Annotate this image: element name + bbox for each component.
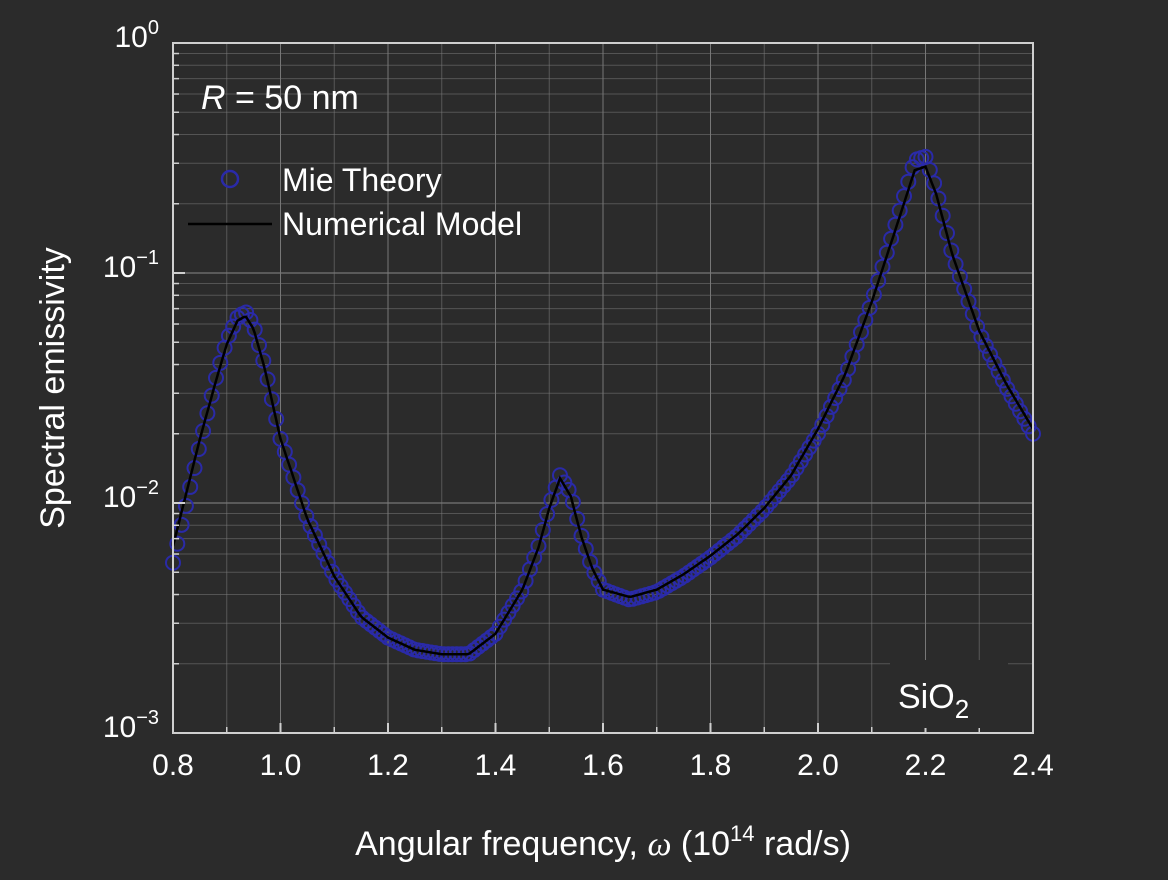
mie-theory-point (939, 225, 955, 242)
x-tick-label: 1.0 (260, 749, 302, 782)
mie-theory-point (319, 554, 336, 571)
mie-theory-point (534, 522, 551, 539)
mie-theory-point (306, 527, 323, 544)
mie-theory-point (315, 545, 332, 562)
numerical-model-line (171, 165, 1035, 656)
ticks (172, 42, 1034, 734)
mie-theory-series (165, 148, 1041, 663)
mie-theory-point (754, 503, 771, 520)
mie-theory-point (169, 535, 186, 552)
legend-mie-marker (220, 169, 240, 189)
mie-theory-point (238, 304, 255, 321)
y-tick-label: 10−2 (103, 477, 159, 514)
mie-theory-point (994, 372, 1011, 389)
mie-theory-point (736, 520, 753, 537)
x-axis-title: Angular frequency, ω (1014 rad/s) (355, 821, 851, 863)
y-tick-exponent: −1 (136, 247, 159, 269)
mie-theory-point (874, 258, 891, 275)
mie-theory-point (749, 507, 766, 524)
material-label-box (890, 660, 1008, 728)
x-tick-label: 0.8 (152, 749, 194, 782)
mie-theory-point (865, 286, 882, 303)
mie-theory-point (762, 493, 779, 510)
mie-theory-point (586, 564, 603, 581)
legend-mie-label: Mie Theory (282, 162, 441, 198)
mie-theory-point (220, 327, 237, 344)
y-tick-label: 100 (115, 17, 160, 54)
mie-theory-point (569, 510, 586, 527)
radius-symbol: R (201, 79, 226, 117)
y-tick-exponent: −2 (136, 477, 159, 499)
series-layer (165, 148, 1041, 663)
mie-theory-point (827, 389, 844, 406)
mie-theory-point (732, 524, 749, 541)
mie-theory-point (582, 553, 599, 570)
y-tick-exponent: 0 (148, 17, 159, 39)
mie-theory-point (590, 573, 607, 590)
mie-theory-point (745, 511, 762, 528)
mie-theory-point (728, 528, 745, 545)
material-label: SiO2 (890, 660, 1008, 728)
mie-theory-point (771, 483, 788, 500)
mie-theory-point (483, 629, 500, 646)
mie-theory-point (530, 538, 547, 555)
mie-theory-point (375, 626, 392, 643)
mie-theory-point (982, 346, 998, 363)
mie-theory-point (324, 563, 341, 580)
mie-theory-point (822, 398, 839, 415)
mie-theory-point (986, 355, 1003, 372)
mie-theory-point (831, 381, 848, 398)
y-tick-base: 10 (103, 711, 136, 744)
material-label-text: SiO2 (898, 678, 969, 724)
y-tick-label: 10−3 (103, 707, 159, 744)
mie-theory-point (973, 329, 990, 346)
x-axis-title-prefix: Angular frequency, (355, 825, 647, 863)
y-axis-title: Spectral emissivity (34, 247, 72, 529)
x-axis-title-unit-close: rad/s) (755, 825, 851, 863)
x-axis-title-symbol: ω (647, 826, 671, 863)
mie-theory-point (741, 516, 758, 533)
mie-theory-point (225, 318, 242, 335)
mie-theory-point (513, 583, 530, 600)
tick-labels: 0.8 1.0 1.2 1.4 1.6 1.8 2.0 2.2 2.410010−110−210… (103, 17, 1054, 782)
material-subscript: 2 (955, 694, 969, 724)
mie-theory-point (203, 387, 220, 404)
x-tick-label: 2.4 (1012, 749, 1054, 782)
x-axis-title-unit: (10 (671, 825, 730, 863)
x-axis-title-exponent: 14 (730, 821, 754, 846)
mie-theory-point (767, 488, 783, 505)
legend-model-label: Numerical Model (282, 206, 522, 242)
y-tick-label: 10−1 (103, 247, 159, 284)
mie-theory-point (539, 506, 556, 523)
x-tick-label: 1.4 (475, 749, 517, 782)
mie-theory-point (302, 518, 319, 535)
material-base: SiO (898, 678, 955, 716)
x-tick-label: 1.2 (367, 749, 409, 782)
mie-theory-point (268, 411, 285, 428)
x-tick-label: 2.2 (905, 749, 947, 782)
mie-theory-point (199, 405, 216, 422)
radius-value: = 50 nm (226, 79, 359, 117)
mie-theory-point (990, 363, 1007, 380)
radius-annotation: R = 50 nm (201, 79, 359, 117)
legend: Mie Theory Numerical Model (188, 162, 522, 242)
mie-theory-point (298, 508, 315, 525)
y-tick-exponent: −3 (136, 707, 159, 729)
y-tick-base: 10 (115, 21, 148, 54)
mie-theory-point (242, 312, 259, 329)
mie-theory-point (870, 272, 887, 289)
mie-theory-point (311, 536, 328, 553)
mie-theory-point (977, 337, 994, 354)
x-tick-label: 2.0 (797, 749, 839, 782)
y-tick-base: 10 (103, 251, 136, 284)
y-tick-base: 10 (103, 481, 136, 514)
mie-theory-point (969, 318, 986, 335)
mie-theory-point (775, 477, 792, 494)
x-tick-label: 1.6 (582, 749, 624, 782)
x-tick-label: 1.8 (690, 749, 732, 782)
mie-theory-point (758, 498, 775, 515)
